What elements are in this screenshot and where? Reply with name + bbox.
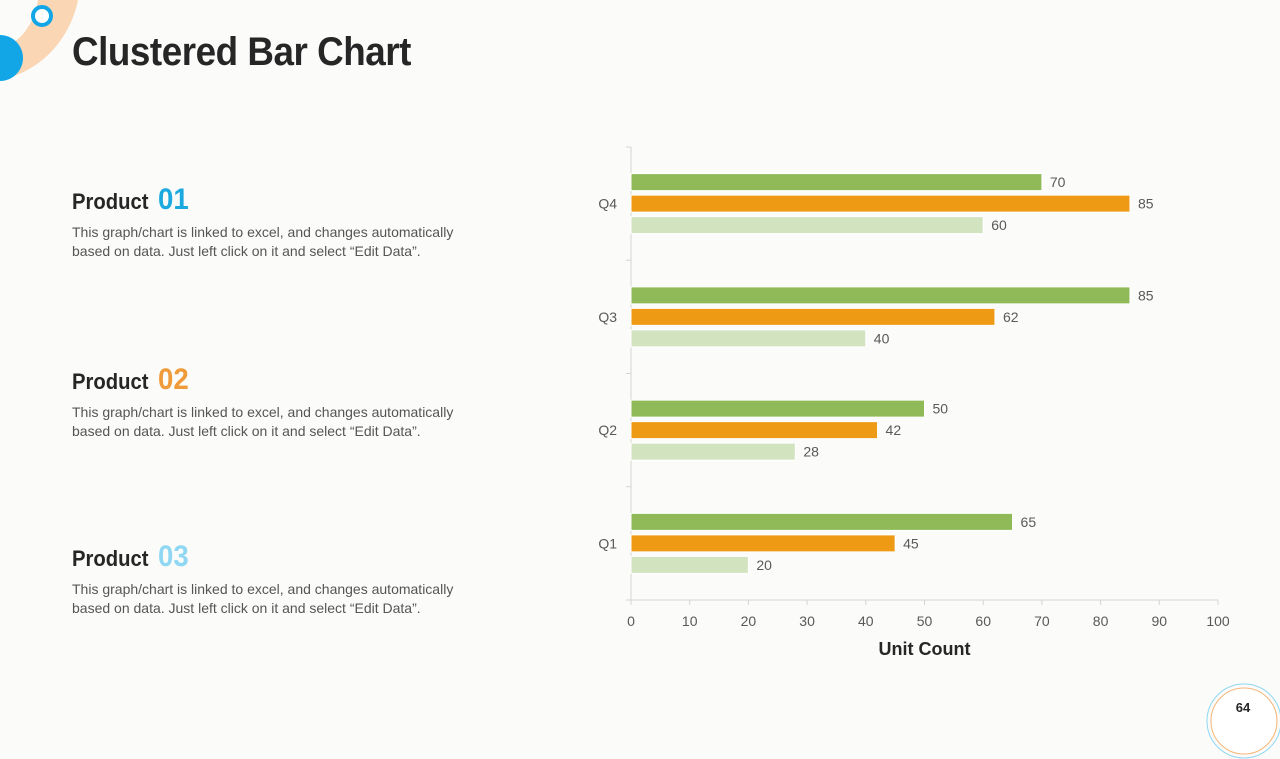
bar [630, 399, 925, 418]
x-axis-title: Unit Count [879, 639, 971, 659]
page-number-badge [1206, 683, 1280, 759]
page-number: 64 [1235, 700, 1251, 715]
blue-ring-shape [31, 5, 53, 27]
product-description: This graph/chart is linked to excel, and… [72, 404, 454, 439]
bar-data-label: 65 [1021, 514, 1037, 530]
y-category-label: Q4 [598, 196, 617, 212]
blue-circle-shape [0, 35, 23, 81]
y-category-label: Q1 [598, 535, 617, 551]
bar-data-label: 62 [1003, 309, 1019, 325]
bar-data-label: 42 [886, 422, 902, 438]
x-tick-label: 0 [627, 613, 635, 629]
bar [630, 173, 1043, 192]
product-description: This graph/chart is linked to excel, and… [72, 224, 454, 259]
bar-data-label: 20 [756, 557, 772, 573]
bar [630, 421, 879, 440]
x-tick-label: 10 [682, 613, 698, 629]
product-label: Product [72, 369, 149, 394]
badge-inner-ring [1210, 687, 1278, 755]
product-01-block: Product 01 This graph/chart is linked to… [72, 183, 492, 261]
bar [630, 194, 1131, 213]
bar-data-label: 85 [1138, 287, 1154, 303]
product-number: 02 [158, 363, 189, 396]
clustered-bar-chart: 0 10 20 30 40 50 60 70 80 90 100 Q1 65 45 20 Q2 50 42 28 Q3… [598, 146, 1230, 659]
corner-decoration [0, 0, 78, 81]
bar-data-label: 85 [1138, 196, 1154, 212]
x-tick-label: 90 [1152, 613, 1168, 629]
product-02-block: Product 02 This graph/chart is linked to… [72, 363, 492, 441]
bar [630, 286, 1131, 305]
x-tick-label: 60 [975, 613, 991, 629]
x-tick-label: 100 [1206, 613, 1230, 629]
product-label: Product [72, 189, 149, 214]
x-tick-label: 40 [858, 613, 874, 629]
bar [630, 442, 796, 461]
x-tick-label: 80 [1093, 613, 1109, 629]
bar-data-label: 60 [991, 217, 1007, 233]
product-description: This graph/chart is linked to excel, and… [72, 581, 454, 616]
x-tick-label: 20 [741, 613, 757, 629]
x-tick-label: 50 [917, 613, 933, 629]
slide-title: Clustered Bar Chart [72, 30, 411, 74]
x-tick-label: 30 [799, 613, 815, 629]
y-category-label: Q3 [598, 309, 617, 325]
bar-data-label: 28 [803, 444, 819, 460]
product-number: 01 [158, 183, 189, 216]
product-03-block: Product 03 This graph/chart is linked to… [72, 540, 492, 618]
product-number: 03 [158, 540, 189, 573]
bar [630, 512, 1014, 531]
bar [630, 329, 867, 348]
y-category-label: Q2 [598, 422, 617, 438]
bar [630, 216, 984, 235]
bar-data-label: 40 [874, 330, 890, 346]
bar-data-label: 70 [1050, 174, 1066, 190]
x-tick-label: 70 [1034, 613, 1050, 629]
bar [630, 555, 749, 574]
bar [630, 534, 896, 553]
bar-data-label: 50 [933, 401, 949, 417]
product-label: Product [72, 546, 149, 571]
bar [630, 307, 996, 326]
bar-data-label: 45 [903, 535, 919, 551]
